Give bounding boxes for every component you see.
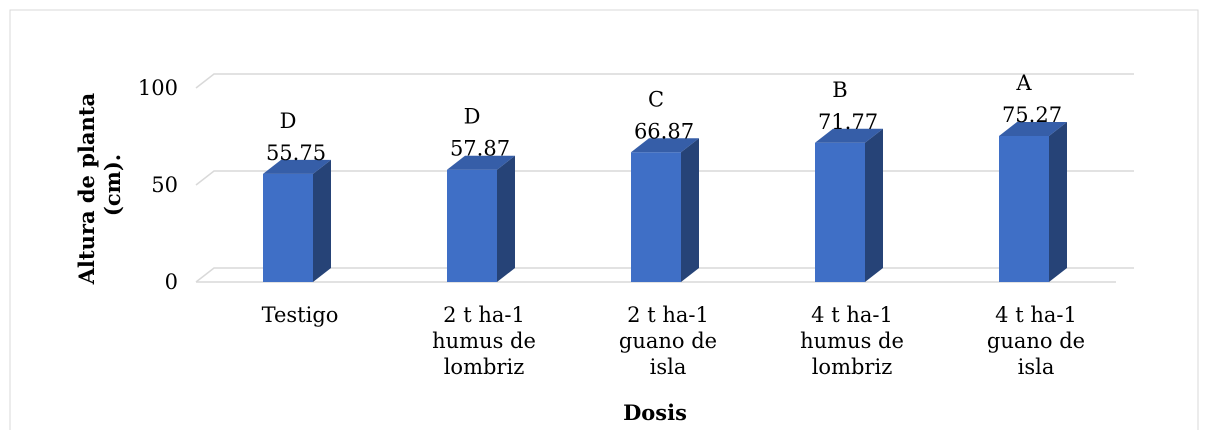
x-tick-label-line: humus de xyxy=(800,329,904,353)
annotation: C xyxy=(648,87,664,111)
bar xyxy=(815,128,883,282)
bar-top xyxy=(999,121,1067,136)
bar-front xyxy=(447,169,497,282)
x-tick-label-line: guano de xyxy=(987,329,1085,353)
y-axis-title-line: Altura de planta xyxy=(74,93,99,286)
bar-front xyxy=(815,142,865,282)
bar xyxy=(263,159,331,282)
x-tick-label: 4 t ha-1 humus de lombriz xyxy=(800,303,904,379)
x-tick-label-line: 4 t ha-1 xyxy=(811,303,893,327)
annotation: D xyxy=(464,105,481,129)
x-tick-label: 2 t ha-1 humus de lombriz xyxy=(432,303,536,379)
x-tick-label: 4 t ha-1 guano de isla xyxy=(987,303,1085,379)
value-label: 57.87 xyxy=(450,137,510,161)
y-tick-label: 0 xyxy=(165,270,178,294)
value-label: 75.27 xyxy=(1002,103,1062,127)
x-tick-label-line: 4 t ha-1 xyxy=(995,303,1077,327)
bar-top xyxy=(631,138,699,153)
bar-side xyxy=(681,138,699,282)
value-label: 66.87 xyxy=(634,119,694,143)
y-tick-label: 50 xyxy=(151,173,178,197)
x-axis-title: Dosis xyxy=(623,400,687,425)
x-tick-label-line: Testigo xyxy=(262,303,339,327)
bar-top xyxy=(447,155,515,170)
bar-side xyxy=(313,159,331,282)
annotation: A xyxy=(1015,71,1032,95)
bar-front xyxy=(999,135,1049,282)
bar-side xyxy=(497,155,515,282)
value-label: 55.75 xyxy=(266,141,326,165)
x-tick-label-line: lombriz xyxy=(812,355,893,379)
bar-top xyxy=(815,128,883,143)
bar xyxy=(631,138,699,282)
bar-side xyxy=(1049,121,1067,282)
x-tick-label-line: 2 t ha-1 xyxy=(627,303,709,327)
x-tick-label-line: 2 t ha-1 xyxy=(443,303,525,327)
bar xyxy=(999,121,1067,282)
annotation: B xyxy=(832,78,847,102)
grid-line xyxy=(195,73,1134,89)
x-tick-label-line: isla xyxy=(650,355,687,379)
annotation: D xyxy=(280,109,297,133)
value-label: 71.77 xyxy=(818,110,878,134)
bar-top xyxy=(263,159,331,174)
y-axis-title-line: (cm). xyxy=(100,154,125,216)
bar-side xyxy=(865,128,883,282)
x-tick-label: 2 t ha-1 guano de isla xyxy=(619,303,717,379)
x-tick-label-line: lombriz xyxy=(444,355,525,379)
bar xyxy=(447,155,515,282)
bar-front xyxy=(263,173,313,282)
x-tick-label-line: humus de xyxy=(432,329,536,353)
x-tick-label-line: guano de xyxy=(619,329,717,353)
y-axis-title: Altura de planta (cm). xyxy=(74,86,125,286)
bar-front xyxy=(631,152,681,282)
x-tick-label-line: isla xyxy=(1018,355,1055,379)
x-tick-label: Testigo xyxy=(262,303,339,327)
y-tick-label: 100 xyxy=(138,76,178,100)
